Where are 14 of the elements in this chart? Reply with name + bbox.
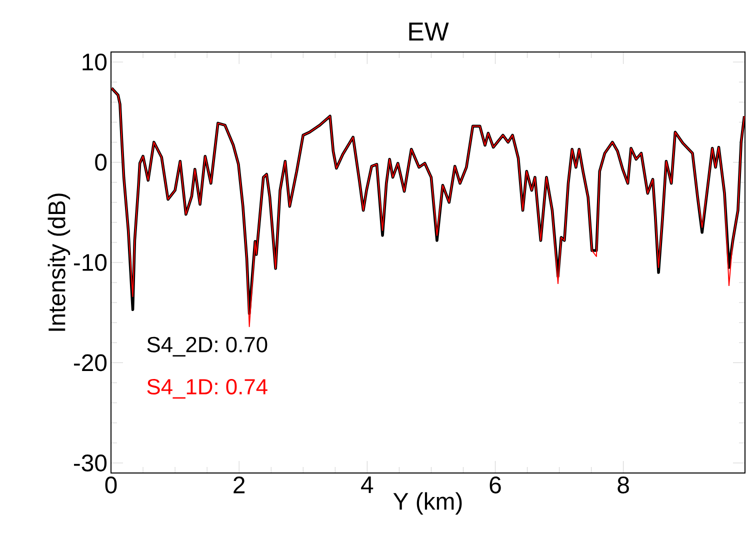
y-tick-label: -20 [74,354,107,372]
y-tick-label: -10 [74,254,107,271]
series-label: S4_2D: 0.70 [147,336,268,357]
x-tick-label: 8 [618,476,629,494]
x-axis-title: Y (km) [393,492,462,515]
y-axis-title: Intensity (dB) [48,194,70,331]
y-tick-label: 10 [82,54,107,70]
x-tick-label: 4 [361,476,374,493]
x-tick-label: 6 [490,476,501,494]
chart-title: EW [409,22,449,40]
x-tick-label: 2 [234,476,245,494]
text: S4_1D: 0.74 [147,378,268,399]
y-tick-label: -30 [74,454,107,472]
y-tick-label: 0 [95,154,107,171]
